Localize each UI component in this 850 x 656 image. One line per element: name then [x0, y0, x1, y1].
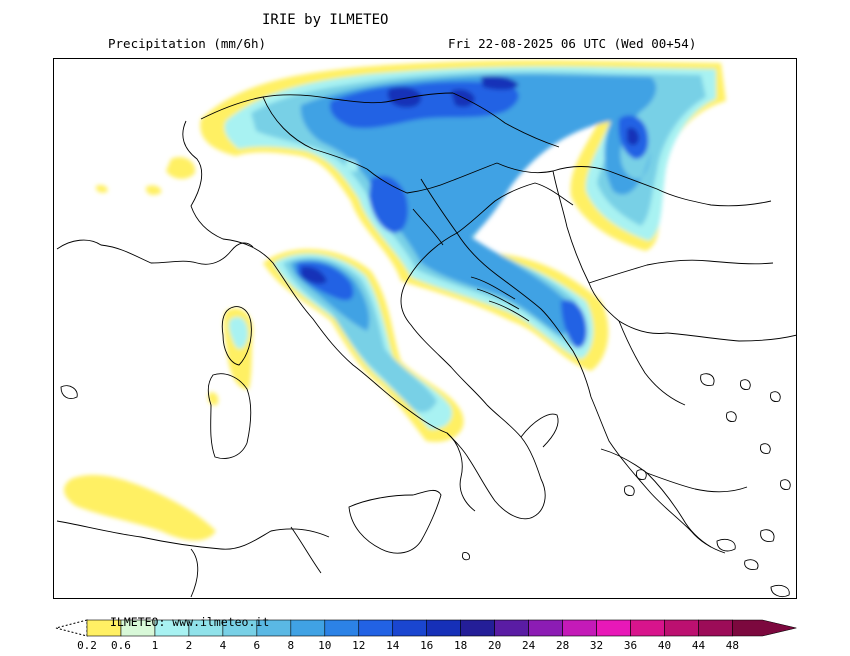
legend-tick-label: 36 [623, 639, 638, 652]
legend-swatch [324, 619, 360, 637]
legend-tick-label: 6 [253, 639, 261, 652]
legend-tick-label: 24 [521, 639, 536, 652]
precipitation-map[interactable] [53, 58, 797, 599]
forecast-datetime: Fri 22-08-2025 06 UTC (Wed 00+54) [448, 36, 697, 51]
legend-tick-label: 48 [725, 639, 740, 652]
legend-tick-label: 10 [318, 639, 332, 652]
legend-swatch [528, 619, 563, 637]
legend-swatch [664, 619, 699, 637]
legend-tick-label: 14 [386, 639, 400, 652]
legend-tick-label: 32 [589, 639, 604, 652]
legend-tick-label: 2 [185, 639, 193, 652]
precipitation-field [64, 60, 727, 541]
map-canvas [56, 60, 796, 598]
legend-tick-label: 0.2 [77, 639, 97, 652]
legend-swatch [562, 619, 597, 637]
legend-tick-label: 44 [691, 639, 706, 652]
precip-16-band [301, 76, 639, 284]
legend-swatch [630, 619, 665, 637]
variable-label: Precipitation (mm/6h) [108, 36, 267, 51]
legend-swatch [460, 619, 495, 637]
legend-tick-label: 40 [657, 639, 672, 652]
legend-low-arrow [55, 619, 88, 637]
legend-swatch [426, 619, 461, 637]
legend-tick-label: 8 [287, 639, 295, 652]
legend-swatch [494, 619, 529, 637]
legend-tick-label: 28 [555, 639, 570, 652]
legend-tick-label: 20 [488, 639, 502, 652]
legend-bar [55, 619, 797, 637]
page-title: IRIE by ILMETEO [262, 12, 389, 28]
color-legend: ILMETEO: www.ilmeteo.it 0.2 0.6 1 2 4 6 8 10 12 1… [0, 612, 850, 656]
legend-swatch [698, 619, 733, 637]
legend-credit: ILMETEO: www.ilmeteo.it [110, 615, 270, 629]
legend-tick-label: 0.6 [111, 639, 131, 652]
precip-inner-light [235, 131, 359, 172]
legend-swatch [596, 619, 631, 637]
coastlines-borders [56, 92, 796, 598]
legend-swatch [290, 619, 326, 637]
legend-tick-label: 1 [151, 639, 159, 652]
legend-tick-label: 18 [454, 639, 468, 652]
legend-tick-label: 16 [420, 639, 434, 652]
legend-swatch [358, 619, 394, 637]
legend-swatch [732, 619, 797, 637]
legend-tick-label: 12 [352, 639, 366, 652]
legend-tick-label: 4 [219, 639, 227, 652]
legend-swatch [392, 619, 428, 637]
